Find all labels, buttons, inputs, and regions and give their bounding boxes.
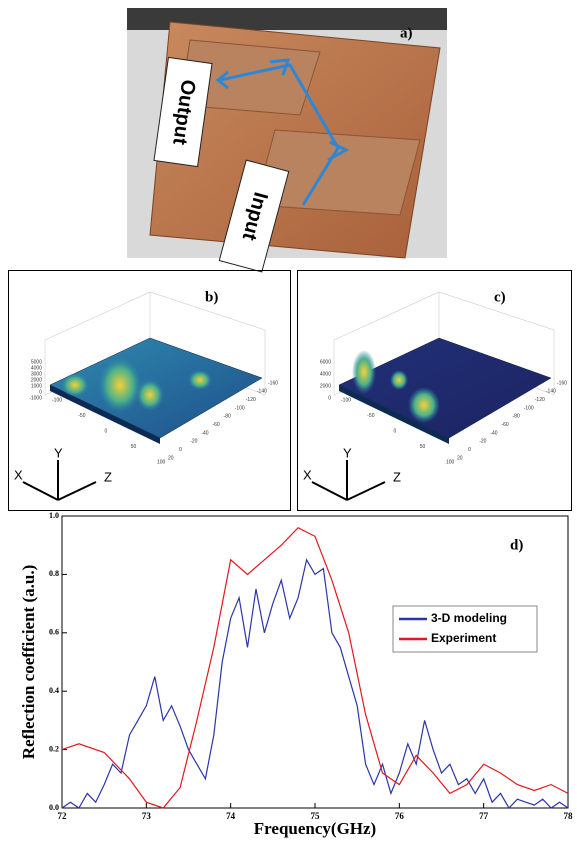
- y-tick-label: -160: [557, 380, 567, 386]
- panel-label: a): [400, 25, 413, 41]
- x-tick-label: 50: [420, 444, 426, 450]
- x-tick-label: 0: [105, 428, 108, 434]
- axis-glyph-label: X: [303, 467, 312, 482]
- peak: [61, 373, 89, 397]
- y-tick-label: -20: [479, 439, 486, 445]
- axis-glyph-label: X: [14, 467, 23, 482]
- y-tick-label: -80: [224, 414, 231, 420]
- axis-arrow: [58, 482, 96, 500]
- y-tick-label: 0: [468, 447, 471, 453]
- axis-arrow: [312, 482, 347, 500]
- x-tick-label: 78: [564, 811, 574, 821]
- y-tick-label: -100: [235, 405, 245, 411]
- y-tick-label: 0.8: [49, 569, 59, 578]
- legend-label: Experiment: [431, 631, 496, 645]
- axis-glyph-label: Z: [393, 469, 401, 484]
- y-tick-label: 20: [457, 455, 463, 461]
- peak: [188, 370, 212, 390]
- y-tick-label: 0: [179, 447, 182, 453]
- axis-arrow: [347, 482, 385, 500]
- peak: [390, 370, 408, 390]
- x-tick-label: 77: [479, 811, 489, 821]
- peak: [352, 350, 376, 394]
- surface-b: 500040003000200010000-1000-100-500501002…: [14, 289, 278, 500]
- y-tick-label: 0.2: [49, 744, 59, 753]
- y-tick-label: -120: [535, 397, 545, 403]
- x-tick-label: -100: [52, 397, 62, 403]
- x-tick-label: -100: [341, 397, 351, 403]
- peak: [408, 387, 440, 423]
- axis-glyph-label: Z: [104, 469, 112, 484]
- x-tick-label: 72: [58, 811, 68, 821]
- y-tick-label: -100: [524, 405, 534, 411]
- y-tick-label: 1.0: [49, 511, 59, 520]
- y-tick-label: -160: [268, 380, 278, 386]
- y-tick-label: -120: [246, 397, 256, 403]
- y-tick-label: -140: [546, 389, 556, 395]
- panel-label: b): [205, 289, 218, 305]
- x-tick-label: 0: [394, 428, 397, 434]
- y-tick-label: -40: [201, 430, 208, 436]
- y-tick-label: -60: [501, 422, 508, 428]
- x-tick-label: 73: [142, 811, 152, 821]
- y-tick-label: -40: [490, 430, 497, 436]
- peak: [98, 357, 142, 413]
- x-axis-label: Frequency(GHz): [254, 819, 376, 838]
- axis-glyph-label: Y: [343, 445, 352, 460]
- peak: [136, 379, 164, 411]
- axis-glyph-label: Y: [54, 445, 63, 460]
- z-tick-label: 6000: [320, 359, 331, 365]
- x-tick-label: 100: [157, 459, 166, 465]
- y-tick-label: -20: [190, 439, 197, 445]
- axis-arrow: [23, 482, 58, 500]
- x-tick-label: 100: [446, 459, 455, 465]
- photo-panel: Output Input a): [127, 8, 447, 272]
- series-line: [62, 560, 568, 808]
- x-tick-label: 76: [395, 811, 405, 821]
- z-tick-label: 4000: [320, 371, 331, 377]
- x-tick-label: -50: [78, 413, 85, 419]
- x-tick-label: 74: [226, 811, 236, 821]
- plot-frame: [62, 516, 568, 808]
- y-tick-label: 20: [168, 455, 174, 461]
- x-tick-label: -50: [367, 413, 374, 419]
- y-tick-label: -80: [513, 414, 520, 420]
- x-tick-label: 75: [311, 811, 321, 821]
- y-axis-label: Reflection coefficient (a.u.): [19, 565, 38, 759]
- x-tick-label: 50: [131, 444, 137, 450]
- line-chart: d) Frequency(GHz) Reflection coefficient…: [19, 511, 573, 838]
- z-tick-label: -1000: [29, 395, 42, 401]
- y-tick-label: -60: [212, 422, 219, 428]
- panel-label: d): [510, 537, 523, 553]
- panel-label: c): [494, 289, 506, 305]
- z-tick-label: 0: [328, 395, 331, 401]
- legend-label: 3-D modeling: [431, 611, 507, 625]
- z-tick-label: 2000: [320, 383, 331, 389]
- y-tick-label: 0.0: [49, 803, 59, 812]
- series-line: [62, 528, 568, 808]
- figure: Output Input a) 500040003000200010000-10…: [0, 0, 577, 840]
- y-tick-label: 0.6: [49, 628, 59, 637]
- y-tick-label: 0.4: [49, 686, 59, 695]
- y-tick-label: -140: [257, 389, 267, 395]
